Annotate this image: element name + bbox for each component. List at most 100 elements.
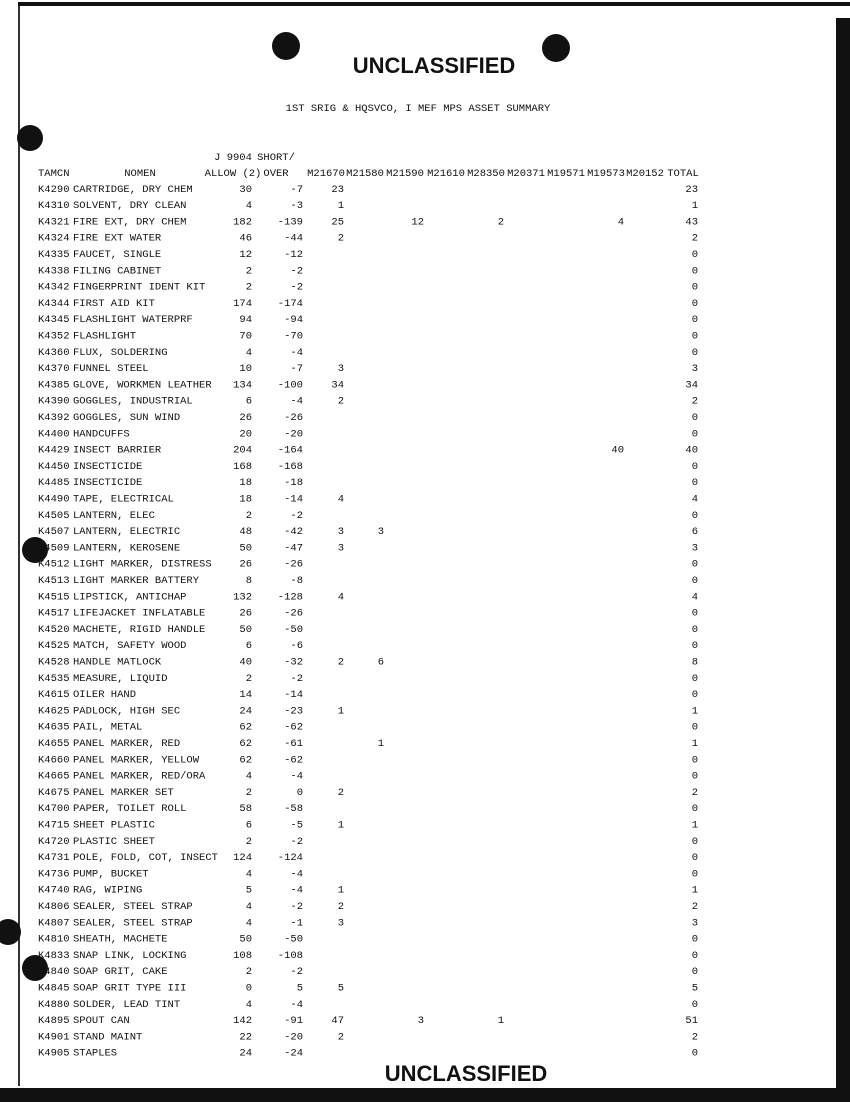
column-header-top: SHORT/ [257,152,295,164]
table-cell: 4 [246,868,252,880]
row-label: K4520 [38,624,70,636]
table-cell: 25 [331,216,344,228]
row-label: PLASTIC SHEET [73,836,155,848]
table-cell: 142 [233,1015,252,1027]
column-header: M21580 [346,168,384,180]
table-cell: 2 [338,1031,344,1043]
row-label: RAG, WIPING [73,885,142,897]
table-cell: 4 [246,917,252,929]
table-cell: 1 [338,705,344,717]
table-cell: 1 [338,200,344,212]
table-cell: 1 [692,819,698,831]
table-cell: -3 [290,200,303,212]
table-cell: 2 [338,787,344,799]
column-header: M20371 [507,168,545,180]
table-cell: 0 [692,934,698,946]
table-cell: 2 [498,216,504,228]
table-cell: 0 [692,461,698,473]
table-cell: 0 [692,999,698,1011]
table-cell: 182 [233,216,252,228]
row-label: STAPLES [73,1048,117,1060]
table-cell: -7 [290,184,303,196]
column-header: M19573 [587,168,625,180]
table-cell: 6 [246,396,252,408]
row-label: PUMP, BUCKET [73,868,149,880]
row-label: K4352 [38,330,70,342]
table-cell: 23 [685,184,698,196]
table-cell: -4 [290,396,303,408]
table-cell: 1 [692,705,698,717]
table-cell: 4 [618,216,624,228]
row-label: K4515 [38,591,70,603]
table-cell: 4 [338,591,344,603]
table-cell: -44 [284,233,303,245]
table-cell: -26 [284,559,303,571]
bottom-edge [0,1088,850,1102]
row-label: K4370 [38,363,70,375]
table-cell: 62 [239,738,252,750]
table-cell: 2 [692,233,698,245]
table-cell: 1 [498,1015,504,1027]
table-cell: -2 [290,836,303,848]
row-label: K4321 [38,216,70,228]
row-label: FLASHLIGHT [73,330,136,342]
table-cell: 23 [331,184,344,196]
table-cell: -42 [284,526,303,538]
table-cell: 2 [692,1031,698,1043]
row-label: OILER HAND [73,689,136,701]
table-cell: 0 [692,950,698,962]
column-header: M21610 [427,168,465,180]
row-label: K4905 [38,1048,70,1060]
row-label: LANTERN, ELEC [73,510,155,522]
table-cell: -26 [284,412,303,424]
table-cell: 0 [692,852,698,864]
row-label: K4720 [38,836,70,848]
table-cell: -94 [284,314,303,326]
table-cell: 94 [239,314,252,326]
row-label: SOAP GRIT, CAKE [73,966,168,978]
table-cell: 3 [692,917,698,929]
table-cell: 134 [233,379,252,391]
row-label: K4810 [38,934,70,946]
row-label: K4700 [38,803,70,815]
row-label: K4715 [38,819,70,831]
row-label: PADLOCK, HIGH SEC [73,705,180,717]
table-cell: 50 [239,934,252,946]
table-cell: 51 [685,1015,698,1027]
table-cell: -50 [284,934,303,946]
row-label: K4806 [38,901,70,913]
classification-bottom: UNCLASSIFIED [385,1061,548,1086]
row-label: PANEL MARKER, RED/ORA [73,771,206,783]
row-label: FIRE EXT, DRY CHEM [73,216,186,228]
column-header: M21670 [307,168,345,180]
row-label: FUNNEL STEEL [73,363,149,375]
table-cell: 204 [233,445,252,457]
row-label: K4528 [38,656,70,668]
table-cell: 0 [692,722,698,734]
row-label: TAPE, ELECTRICAL [73,493,174,505]
row-label: HANDLE MATLOCK [73,656,162,668]
table-cell: 6 [246,819,252,831]
table-cell: 0 [692,477,698,489]
row-label: SEALER, STEEL STRAP [73,917,193,929]
table-cell: 0 [692,640,698,652]
table-cell: -4 [290,347,303,359]
table-cell: 3 [378,526,384,538]
row-label: SOAP GRIT TYPE III [73,982,186,994]
table-cell: 5 [246,885,252,897]
table-cell: -4 [290,868,303,880]
table-cell: -4 [290,885,303,897]
table-cell: 0 [692,428,698,440]
row-label: HANDCUFFS [73,428,130,440]
row-label: GOGGLES, SUN WIND [73,412,180,424]
table-cell: -91 [284,1015,303,1027]
table-cell: 58 [239,803,252,815]
row-label: K4392 [38,412,70,424]
table-cell: 6 [246,640,252,652]
table-cell: -124 [278,852,303,864]
table-cell: 24 [239,1048,252,1060]
table-cell: 174 [233,298,252,310]
table-cell: 0 [692,347,698,359]
table-cell: 0 [692,754,698,766]
